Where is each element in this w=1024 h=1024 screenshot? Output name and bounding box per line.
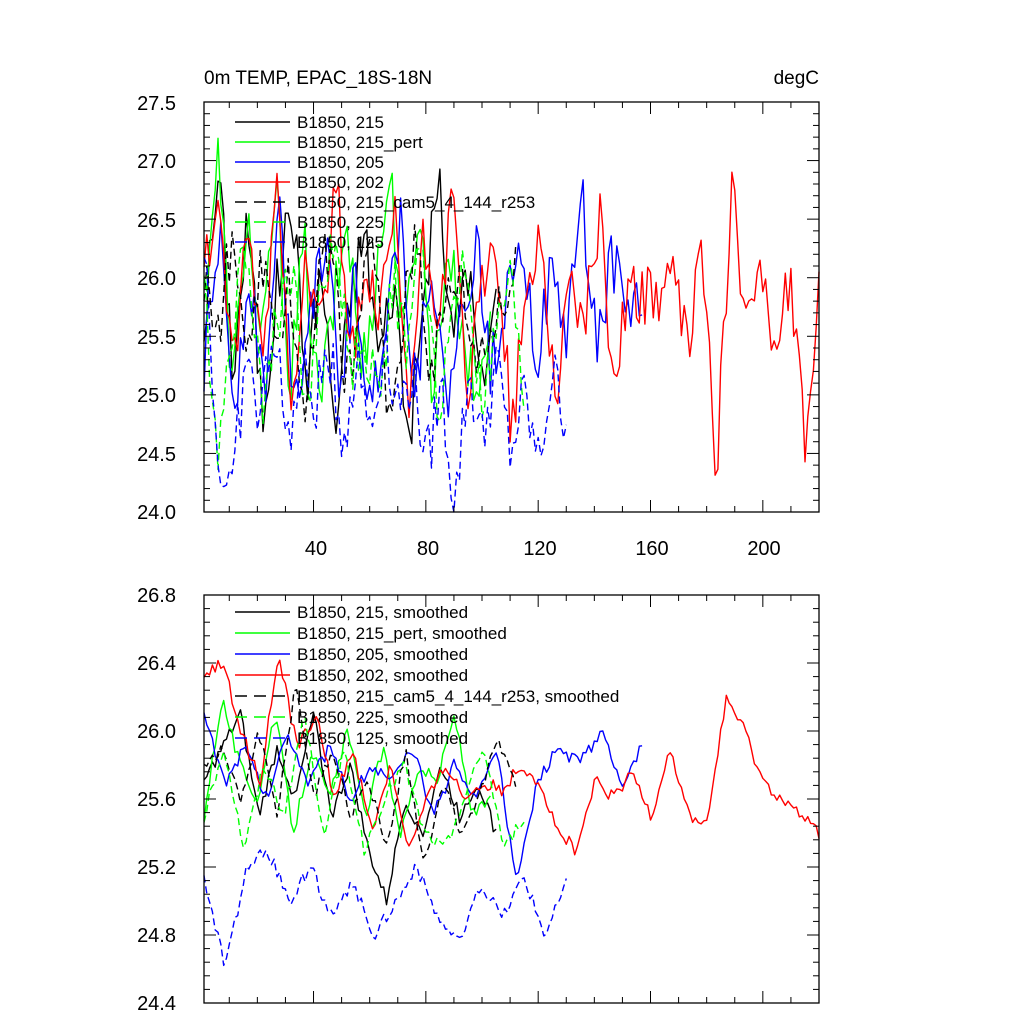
top-xtick-label: 200 [747,538,780,560]
top-ytick-label: 26.0 [137,268,176,290]
top-xtick-label: 40 [305,538,327,560]
top-series-line [203,234,525,471]
bottom-legend-label: B1850, 202, smoothed [297,666,468,685]
top-ytick-label: 24.5 [137,444,176,466]
top-legend-label: B1850, 205 [297,153,384,172]
top-series-line [203,179,643,418]
top-legend-label: B1850, 225 [297,213,384,232]
top-legend-label: B1850, 215_pert [297,133,423,152]
top-series-line [203,224,517,423]
bottom-legend-label: B1850, 205, smoothed [297,645,468,664]
top-legend-label: B1850, 125 [297,233,384,252]
bottom-ytick-label: 25.6 [137,789,176,811]
top-xtick-label: 120 [523,538,556,560]
top-xtick-label: 80 [417,538,439,560]
top-ytick-label: 27.0 [137,151,176,173]
bottom-series-line [203,689,517,859]
bottom-series-line [203,712,643,876]
top-legend: B1850, 215 B1850, 215_pert B1850, 205 B1… [235,113,535,252]
bottom-legend-label: B1850, 215_cam5_4_144_r253, smoothed [297,687,619,706]
bottom-legend-label: B1850, 215, smoothed [297,603,468,622]
top-ytick-label: 26.5 [137,210,176,232]
bottom-series-line [203,717,525,856]
bottom-ytick-label: 26.4 [137,653,176,675]
bottom-series-line [203,849,567,967]
top-ytick-label: 27.5 [137,93,176,115]
bottom-series-line [203,699,491,839]
bottom-legend-label: B1850, 225, smoothed [297,708,468,727]
bottom-series-line [203,709,497,906]
top-legend-label: B1850, 215_cam5_4_144_r253 [297,193,535,212]
bottom-ytick-label: 26.0 [137,721,176,743]
top-plot-frame [203,101,820,513]
top-panel-title: 0m TEMP, EPAC_18S-18N [204,68,432,89]
bottom-ytick-label: 24.4 [137,993,176,1015]
bottom-ytick-label: 25.2 [137,857,176,879]
bottom-ytick-label: 24.8 [137,925,176,947]
top-ticks-layer [204,101,820,513]
bottom-legend-label: B1850, 215_pert, smoothed [297,624,507,643]
bottom-legend: B1850, 215, smoothed B1850, 215_pert, sm… [235,603,619,748]
top-xtick-label: 160 [635,538,668,560]
top-series-line [203,171,820,476]
top-legend-label: B1850, 202 [297,173,384,192]
bottom-series-layer [203,659,820,967]
bottom-panel: 24.4 24.8 25.2 25.6 26.0 26.4 26.8 B1850… [137,585,820,1015]
bottom-ticks-layer [204,594,820,1004]
top-ytick-label: 25.5 [137,327,176,349]
top-legend-label: B1850, 215 [297,113,384,132]
top-panel-units: degC [774,68,819,89]
bottom-ytick-label: 26.8 [137,585,176,607]
top-ytick-label: 25.0 [137,385,176,407]
top-series-layer [203,137,820,513]
top-series-line [203,257,567,513]
top-ytick-label: 24.0 [137,502,176,524]
top-panel: 0m TEMP, EPAC_18S-18N degC 24.0 24.5 25.… [137,68,820,560]
bottom-legend-label: B1850, 125, smoothed [297,729,468,748]
